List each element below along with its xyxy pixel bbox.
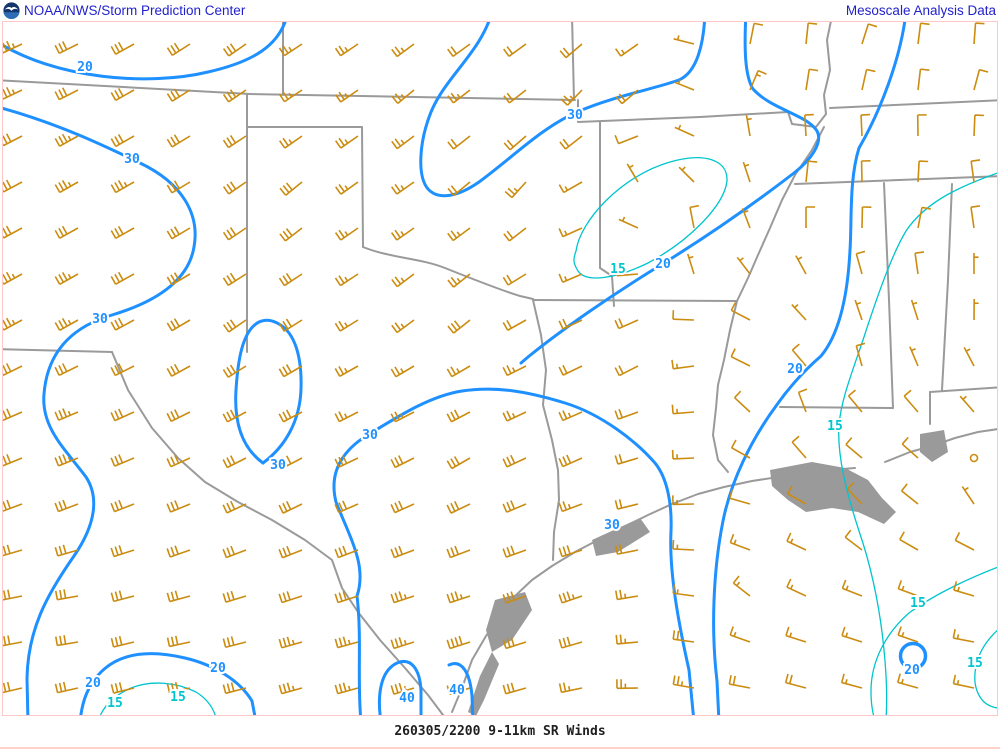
svg-text:15: 15 <box>610 262 626 277</box>
svg-text:15: 15 <box>107 696 123 711</box>
svg-text:40: 40 <box>399 691 415 706</box>
header-left-title: NOAA/NWS/Storm Prediction Center <box>24 3 246 18</box>
svg-text:40: 40 <box>449 683 465 698</box>
noaa-logo-icon <box>3 2 20 19</box>
svg-text:30: 30 <box>92 312 108 327</box>
svg-text:30: 30 <box>362 428 378 443</box>
svg-text:30: 30 <box>270 458 286 473</box>
svg-text:20: 20 <box>210 661 226 676</box>
map-caption: 260305/2200 9-11km SR Winds <box>394 724 606 739</box>
header-right-title: Mesoscale Analysis Data <box>845 3 996 18</box>
svg-text:20: 20 <box>787 362 803 377</box>
svg-text:20: 20 <box>77 60 93 75</box>
contours-blue <box>3 22 928 715</box>
contour-labels: 20 30 30 30 30 30 30 20 20 20 20 40 40 20 15 15 15 15 15 15 <box>75 58 985 713</box>
svg-text:20: 20 <box>655 257 671 272</box>
svg-text:30: 30 <box>567 108 583 123</box>
header: NOAA/NWS/Storm Prediction Center Mesosca… <box>0 0 1000 21</box>
svg-text:15: 15 <box>827 419 843 434</box>
svg-text:20: 20 <box>85 676 101 691</box>
svg-text:20: 20 <box>904 663 920 678</box>
wind-barbs <box>3 22 989 695</box>
svg-text:15: 15 <box>910 596 926 611</box>
coastline-features <box>468 430 948 715</box>
svg-text:30: 30 <box>604 518 620 533</box>
svg-text:30: 30 <box>124 152 140 167</box>
bottom-rule <box>0 747 1000 749</box>
svg-text:15: 15 <box>170 690 186 705</box>
contours-cyan <box>99 157 997 715</box>
svg-text:15: 15 <box>967 656 983 671</box>
